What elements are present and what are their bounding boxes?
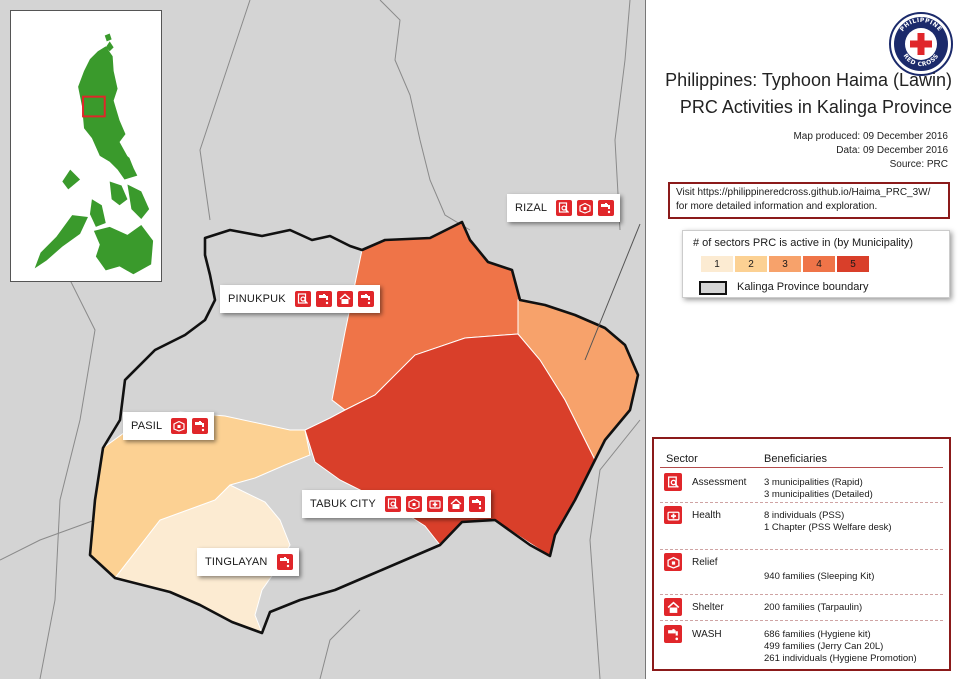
shelter-icon: [447, 496, 464, 512]
beneficiaries-header: Beneficiaries: [764, 453, 827, 465]
label-tinglayan[interactable]: TINGLAYAN: [197, 548, 299, 576]
wash-icon: [315, 291, 332, 307]
wash-icon: [357, 291, 374, 307]
beneficiary-line: 261 individuals (Hygiene Promotion): [764, 653, 917, 664]
assessment-icon: [384, 496, 401, 512]
map-title: Philippines: Typhoon Haima (Lawin): [665, 70, 952, 90]
kalinga-map: [0, 0, 641, 679]
wash-icon: [468, 496, 485, 512]
beneficiary-line: 499 families (Jerry Can 20L): [764, 641, 884, 652]
label-tabuk-city[interactable]: TABUK CITY: [302, 490, 491, 518]
shelter-icon: [336, 291, 353, 307]
beneficiary-line: 3 municipalities (Detailed): [764, 489, 873, 500]
relief-icon: [405, 496, 422, 512]
legend: # of sectors PRC is active in (by Munici…: [682, 230, 950, 298]
beneficiary-line: 1 Chapter (PSS Welfare desk): [764, 522, 892, 533]
visit-link-text[interactable]: Visit https://philippineredcross.github.…: [676, 187, 931, 198]
philippines-inset: [34, 33, 154, 275]
row-divider: [660, 549, 943, 550]
legend-class-4: 4: [803, 256, 835, 272]
beneficiary-line: 940 families (Sleeping Kit): [764, 571, 875, 582]
assessment-icon: [556, 200, 573, 216]
assessment-icon: [664, 473, 682, 491]
legend-title: # of sectors PRC is active in (by Munici…: [693, 237, 914, 249]
kalinga-province-boundary: [88, 220, 640, 635]
wash-icon: [598, 200, 615, 216]
row-divider: [660, 594, 943, 595]
sector-name: Assessment: [692, 477, 747, 488]
legend-class-3: 3: [769, 256, 801, 272]
map-area[interactable]: RIZAL PINUKPUK PASIL TABUK CITY TINGLAYA…: [0, 0, 645, 679]
legend-boundary-label: Kalinga Province boundary: [737, 281, 869, 293]
municipality-name: RIZAL: [515, 202, 548, 214]
sector-name: WASH: [692, 629, 722, 640]
sector-name: Shelter: [692, 602, 724, 613]
philippine-red-cross-logo: PHILIPPINE RED CROSS: [889, 12, 953, 76]
visit-note[interactable]: Visit https://philippineredcross.github.…: [668, 182, 950, 219]
label-rizal[interactable]: RIZAL: [507, 194, 621, 222]
header-divider: [660, 467, 943, 468]
beneficiary-line: 8 individuals (PSS): [764, 510, 845, 521]
assessment-icon: [294, 291, 311, 307]
sector-name: Health: [692, 510, 721, 521]
municipality-name: PINUKPUK: [228, 293, 286, 305]
inset-focus-rect: [82, 95, 106, 118]
shelter-icon: [664, 598, 682, 616]
label-pasil[interactable]: PASIL: [123, 412, 215, 440]
relief-icon: [171, 418, 188, 434]
municipality-name: PASIL: [131, 420, 163, 432]
relief-icon: [577, 200, 594, 216]
beneficiary-line: 686 families (Hygiene kit): [764, 629, 871, 640]
legend-class-2: 2: [735, 256, 767, 272]
health-icon: [426, 496, 443, 512]
rizal-leader-line: [584, 223, 641, 361]
legend-class-1: 1: [701, 256, 733, 272]
info-panel: [645, 0, 960, 679]
sector-header: Sector: [666, 453, 698, 465]
data-date: Data: 09 December 2016: [836, 145, 948, 156]
visit-note-text: for more detailed information and explor…: [676, 201, 878, 212]
wash-icon: [192, 418, 209, 434]
data-source: Source: PRC: [889, 159, 948, 170]
municipality-name: TABUK CITY: [310, 498, 376, 510]
beneficiary-line: 3 municipalities (Rapid): [764, 477, 863, 488]
beneficiary-line: 200 families (Tarpaulin): [764, 602, 863, 613]
health-icon: [664, 506, 682, 524]
relief-icon: [664, 553, 682, 571]
row-divider: [660, 502, 943, 503]
wash-icon: [664, 625, 682, 643]
sector-name: Relief: [692, 557, 718, 568]
legend-boundary-swatch: [699, 281, 727, 295]
label-pinukpuk[interactable]: PINUKPUK: [220, 285, 380, 313]
row-divider: [660, 620, 943, 621]
municipality-name: TINGLAYAN: [205, 556, 268, 568]
wash-icon: [276, 554, 293, 570]
map-subtitle: PRC Activities in Kalinga Province: [679, 97, 952, 117]
sector-table: Sector Beneficiaries Assessment 3 munici…: [652, 437, 951, 671]
legend-class-5: 5: [837, 256, 869, 272]
inset-map: [10, 10, 162, 282]
produced-date: Map produced: 09 December 2016: [793, 131, 948, 142]
